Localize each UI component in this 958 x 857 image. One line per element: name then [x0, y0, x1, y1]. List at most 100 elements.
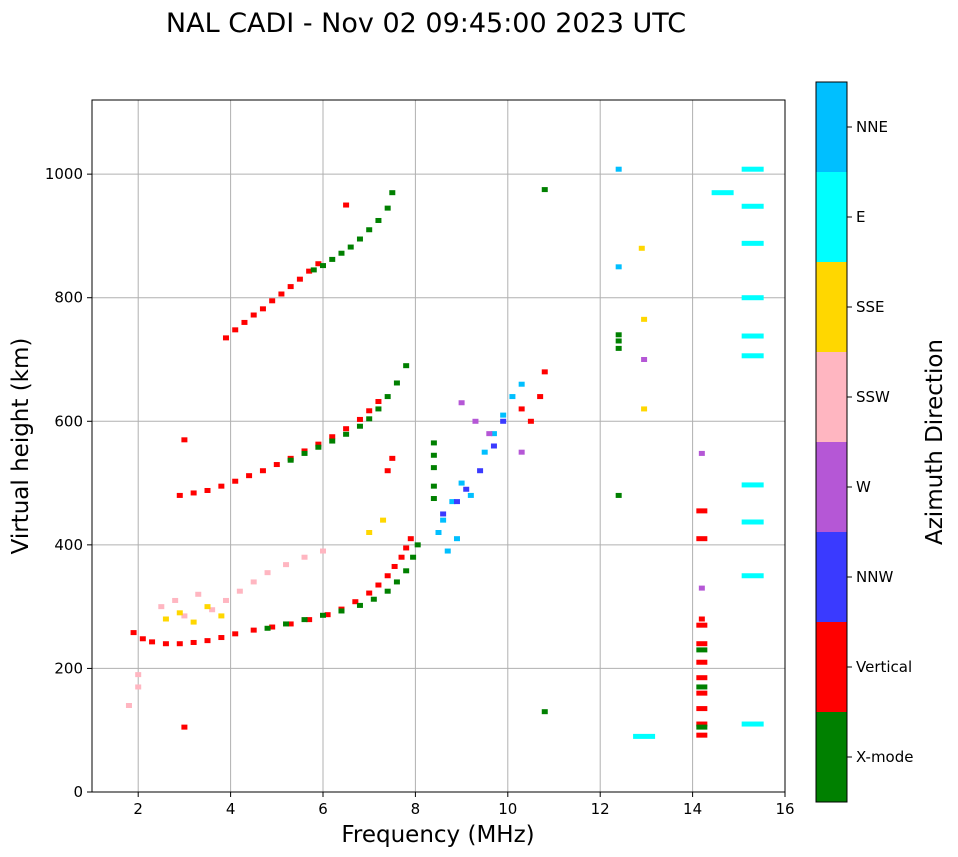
echo-point [181, 613, 188, 619]
echo-point [393, 380, 400, 386]
x-tick-label: 4 [226, 800, 236, 818]
echo-point [518, 406, 525, 412]
echo-point [329, 434, 336, 440]
echo-point [315, 441, 322, 447]
echo-point [615, 345, 622, 351]
echo-point [287, 284, 294, 290]
echo-point [741, 573, 764, 579]
echo-point [490, 431, 497, 437]
echo-point [250, 627, 257, 633]
echo-point [222, 597, 229, 603]
colorbar-tick-label: X-mode [856, 748, 913, 766]
echo-point [500, 412, 507, 418]
echo-point [204, 638, 211, 644]
echo-point [403, 568, 410, 574]
x-tick-label: 14 [683, 800, 702, 818]
echo-point [641, 316, 648, 322]
echo-point [467, 492, 474, 498]
colorbar-segment [816, 352, 847, 442]
echo-point [384, 573, 391, 579]
echo-point [541, 187, 548, 193]
echo-point [741, 519, 764, 525]
echo-point [430, 452, 437, 458]
echo-point [384, 205, 391, 211]
echo-point [741, 295, 764, 301]
colorbar-tick-label: NNE [856, 118, 888, 136]
echo-point [370, 596, 377, 602]
echo-point [384, 394, 391, 400]
echo-point [232, 327, 239, 333]
echo-point [463, 486, 470, 492]
echo-point [696, 647, 708, 653]
echo-point [232, 478, 239, 484]
colorbar-segment [816, 442, 847, 532]
echo-point [615, 338, 622, 344]
echo-point [527, 418, 534, 424]
echo-point [273, 462, 280, 468]
echo-point [218, 483, 225, 489]
echo-point [283, 562, 290, 568]
x-tick-label: 6 [318, 800, 328, 818]
echo-point [741, 721, 764, 727]
echo-point [366, 408, 373, 414]
echo-point [615, 166, 622, 172]
echo-point [430, 465, 437, 471]
echo-point [486, 431, 493, 437]
echo-point [366, 530, 373, 535]
echo-point [518, 449, 525, 455]
x-tick-label: 16 [775, 800, 794, 818]
echo-point [195, 591, 202, 597]
echo-point [264, 570, 271, 576]
echo-point [696, 732, 708, 738]
echo-point [414, 542, 421, 548]
echo-point [176, 641, 183, 647]
echo-point [696, 622, 708, 628]
echo-point [430, 440, 437, 446]
echo-point [389, 190, 396, 196]
echo-point [615, 264, 622, 270]
echo-point [435, 530, 442, 535]
echo-point [176, 492, 183, 498]
echo-point [375, 582, 382, 588]
echo-point [176, 610, 183, 616]
echo-point [615, 492, 622, 498]
echo-point [453, 536, 460, 542]
colorbar-segment [816, 622, 847, 712]
x-tick-label: 2 [133, 800, 143, 818]
echo-point [440, 511, 447, 517]
echo-point [301, 450, 308, 456]
colorbar-tick-label: Vertical [856, 658, 912, 676]
echo-point [366, 227, 373, 233]
echo-point [393, 579, 400, 585]
echo-point [380, 517, 387, 523]
echo-point [301, 617, 308, 623]
echo-point [375, 399, 382, 405]
echo-point [135, 672, 142, 678]
echo-point [130, 630, 137, 636]
echo-point [347, 244, 354, 250]
echo-point [741, 240, 764, 246]
echo-point [698, 616, 705, 622]
echo-point [301, 554, 308, 560]
echo-point [500, 418, 507, 424]
echo-point [135, 684, 142, 690]
echo-point [741, 203, 764, 209]
echo-point [310, 267, 317, 273]
echo-point [741, 482, 764, 488]
echo-point [430, 496, 437, 502]
echo-point [444, 548, 451, 554]
echo-point [696, 690, 708, 696]
colorbar-tick-label: SSW [856, 388, 890, 406]
grid-lines [92, 100, 785, 792]
echo-point [296, 276, 303, 282]
echo-point [329, 256, 336, 262]
echo-point [615, 332, 622, 338]
echo-point [449, 499, 456, 505]
echo-point [250, 579, 257, 585]
y-tick-label: 800 [54, 289, 83, 307]
echo-point [389, 455, 396, 461]
echo-point [181, 724, 188, 730]
x-tick-label: 10 [498, 800, 517, 818]
echo-point [391, 563, 398, 569]
echo-point [158, 604, 165, 610]
